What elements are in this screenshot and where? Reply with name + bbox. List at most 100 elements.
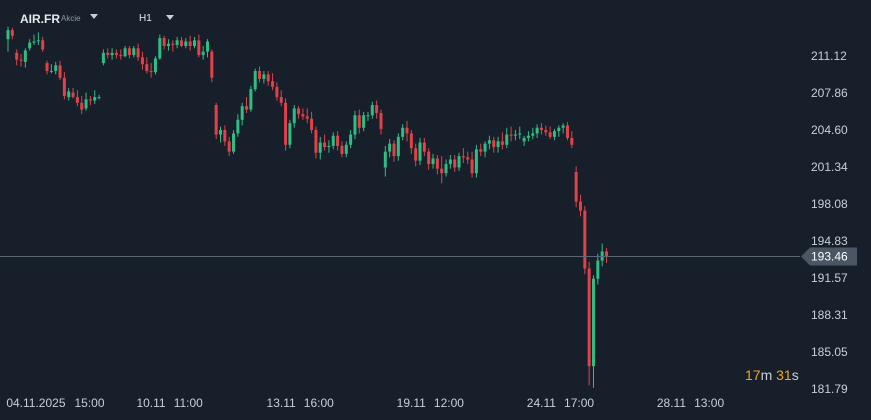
candle-body [552, 131, 556, 137]
y-tick-label: 181.79 [811, 382, 848, 396]
candle [188, 35, 192, 51]
candle-body [526, 135, 530, 138]
candle-body [140, 57, 144, 65]
candle [344, 141, 348, 158]
candle-body [470, 159, 474, 174]
candle-body [466, 157, 470, 160]
x-tick-label: 19.11 12:00 [397, 396, 465, 410]
candle-body [518, 133, 522, 135]
candle-body [605, 251, 609, 257]
candle [275, 82, 279, 101]
candle [552, 128, 556, 141]
candle [535, 124, 539, 138]
candle [284, 98, 288, 151]
candle-body [496, 141, 500, 148]
candle [414, 143, 418, 167]
candle [435, 155, 439, 175]
candle [62, 72, 66, 100]
candle [357, 109, 361, 134]
candle [84, 92, 88, 111]
candle [453, 155, 457, 173]
candle-body [67, 91, 71, 98]
y-axis: 211.12 207.86 204.60 201.34 198.08 194.83 191.… [811, 49, 848, 396]
candle-body [440, 168, 444, 174]
candle-body [158, 38, 162, 59]
candle [153, 56, 157, 75]
candle [383, 145, 387, 177]
candle [544, 125, 548, 136]
candle-body [457, 156, 461, 168]
candle [123, 46, 127, 58]
candle-body [288, 123, 292, 145]
candle-countdown-timer: 17m 31s [745, 367, 799, 383]
candle [492, 136, 496, 153]
candle-body [106, 52, 110, 56]
candle [375, 100, 379, 119]
y-tick-label: 198.08 [811, 197, 848, 211]
symbol-dropdown-chevron-icon[interactable] [90, 14, 98, 19]
candle-body [509, 134, 513, 136]
candle-body [153, 58, 157, 73]
candle [58, 60, 62, 81]
candle-body [357, 115, 361, 128]
candle [223, 125, 227, 146]
candle-body [561, 125, 565, 128]
candle-body [587, 268, 591, 367]
candle-body [474, 149, 478, 174]
candle [496, 136, 500, 153]
candle [19, 53, 23, 67]
candle-body [336, 135, 340, 146]
candle [140, 51, 144, 70]
candle [101, 49, 105, 66]
candle-body [331, 135, 335, 146]
candle [600, 243, 604, 267]
candle [32, 34, 36, 45]
candle-body [444, 164, 448, 174]
candle-body [431, 158, 435, 165]
candle [210, 49, 214, 83]
symbol-label[interactable]: AIR.FR [20, 12, 60, 26]
timeframe-dropdown-chevron-icon[interactable] [166, 15, 174, 20]
candle [41, 36, 45, 52]
candle [201, 46, 205, 60]
candle-body [578, 201, 582, 211]
candle [279, 90, 283, 107]
candle [166, 39, 170, 51]
candle-body [75, 97, 79, 103]
candle [379, 109, 383, 135]
y-tick-label: 194.83 [811, 234, 848, 248]
candle-body [548, 132, 552, 137]
candle-body [227, 141, 231, 152]
candle-body [349, 134, 353, 145]
candle [6, 26, 10, 52]
candle [427, 148, 431, 170]
candle-body [136, 48, 140, 58]
candles-group [6, 26, 609, 388]
candle-body [292, 108, 296, 124]
candle [197, 34, 201, 58]
candle [539, 123, 543, 135]
candle [557, 125, 561, 137]
timeframe-label[interactable]: H1 [139, 13, 152, 24]
candle [75, 90, 79, 107]
timer-seconds: 31 [776, 367, 792, 383]
candle [214, 102, 218, 140]
candle [431, 153, 435, 169]
candle-body [305, 116, 309, 119]
candle-body [284, 102, 288, 145]
candle [288, 119, 292, 149]
candle-body [88, 99, 92, 101]
candle-body [544, 130, 548, 133]
candle [418, 137, 422, 166]
candle [206, 39, 210, 58]
candle-body [262, 74, 266, 79]
candle-body [179, 40, 183, 47]
candle-body [396, 136, 400, 157]
candle-body [214, 105, 218, 135]
candle-body [149, 70, 153, 73]
candle [509, 126, 513, 142]
candle-body [453, 159, 457, 168]
candle [591, 275, 595, 388]
candle [327, 140, 331, 153]
